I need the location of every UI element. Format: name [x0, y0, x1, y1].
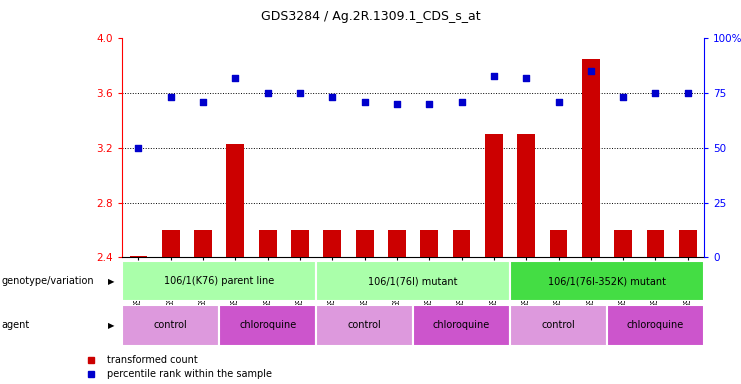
Bar: [356, 230, 373, 257]
Bar: [679, 230, 697, 257]
Point: [197, 99, 209, 105]
Bar: [219, 305, 316, 346]
Point: [133, 145, 144, 151]
Point: [165, 94, 176, 101]
Bar: [122, 305, 219, 346]
Point: [359, 99, 370, 105]
Text: control: control: [542, 320, 576, 331]
Bar: [316, 305, 413, 346]
Text: ▶: ▶: [108, 321, 115, 330]
Text: 106/1(76I-352K) mutant: 106/1(76I-352K) mutant: [548, 276, 666, 286]
Bar: [582, 59, 599, 257]
Bar: [130, 256, 147, 257]
Bar: [122, 261, 316, 301]
Text: chloroquine: chloroquine: [239, 320, 296, 331]
Text: transformed count: transformed count: [107, 355, 198, 365]
Point: [682, 90, 694, 96]
Bar: [647, 230, 665, 257]
Point: [488, 73, 500, 79]
Text: control: control: [348, 320, 382, 331]
Bar: [420, 230, 438, 257]
Text: percentile rank within the sample: percentile rank within the sample: [107, 369, 272, 379]
Bar: [453, 230, 471, 257]
Text: 106/1(K76) parent line: 106/1(K76) parent line: [164, 276, 274, 286]
Text: chloroquine: chloroquine: [627, 320, 684, 331]
Point: [262, 90, 273, 96]
Bar: [323, 230, 341, 257]
Bar: [162, 230, 179, 257]
Bar: [510, 305, 607, 346]
Text: control: control: [154, 320, 187, 331]
Point: [650, 90, 662, 96]
Bar: [413, 305, 510, 346]
Point: [456, 99, 468, 105]
Point: [326, 94, 338, 101]
Bar: [614, 230, 632, 257]
Bar: [517, 134, 535, 257]
Point: [391, 101, 403, 107]
Point: [585, 68, 597, 74]
Bar: [194, 230, 212, 257]
Point: [520, 75, 532, 81]
Bar: [259, 230, 276, 257]
Text: GDS3284 / Ag.2R.1309.1_CDS_s_at: GDS3284 / Ag.2R.1309.1_CDS_s_at: [261, 10, 480, 23]
Bar: [485, 134, 503, 257]
Text: genotype/variation: genotype/variation: [1, 276, 94, 286]
Point: [553, 99, 565, 105]
Bar: [291, 230, 309, 257]
Bar: [607, 305, 704, 346]
Point: [617, 94, 629, 101]
Text: agent: agent: [1, 320, 30, 331]
Bar: [550, 230, 568, 257]
Point: [294, 90, 306, 96]
Point: [230, 75, 242, 81]
Text: 106/1(76I) mutant: 106/1(76I) mutant: [368, 276, 458, 286]
Point: [423, 101, 435, 107]
Bar: [510, 261, 704, 301]
Text: chloroquine: chloroquine: [433, 320, 491, 331]
Bar: [316, 261, 510, 301]
Text: ▶: ▶: [108, 277, 115, 286]
Bar: [227, 144, 245, 257]
Bar: [388, 230, 406, 257]
